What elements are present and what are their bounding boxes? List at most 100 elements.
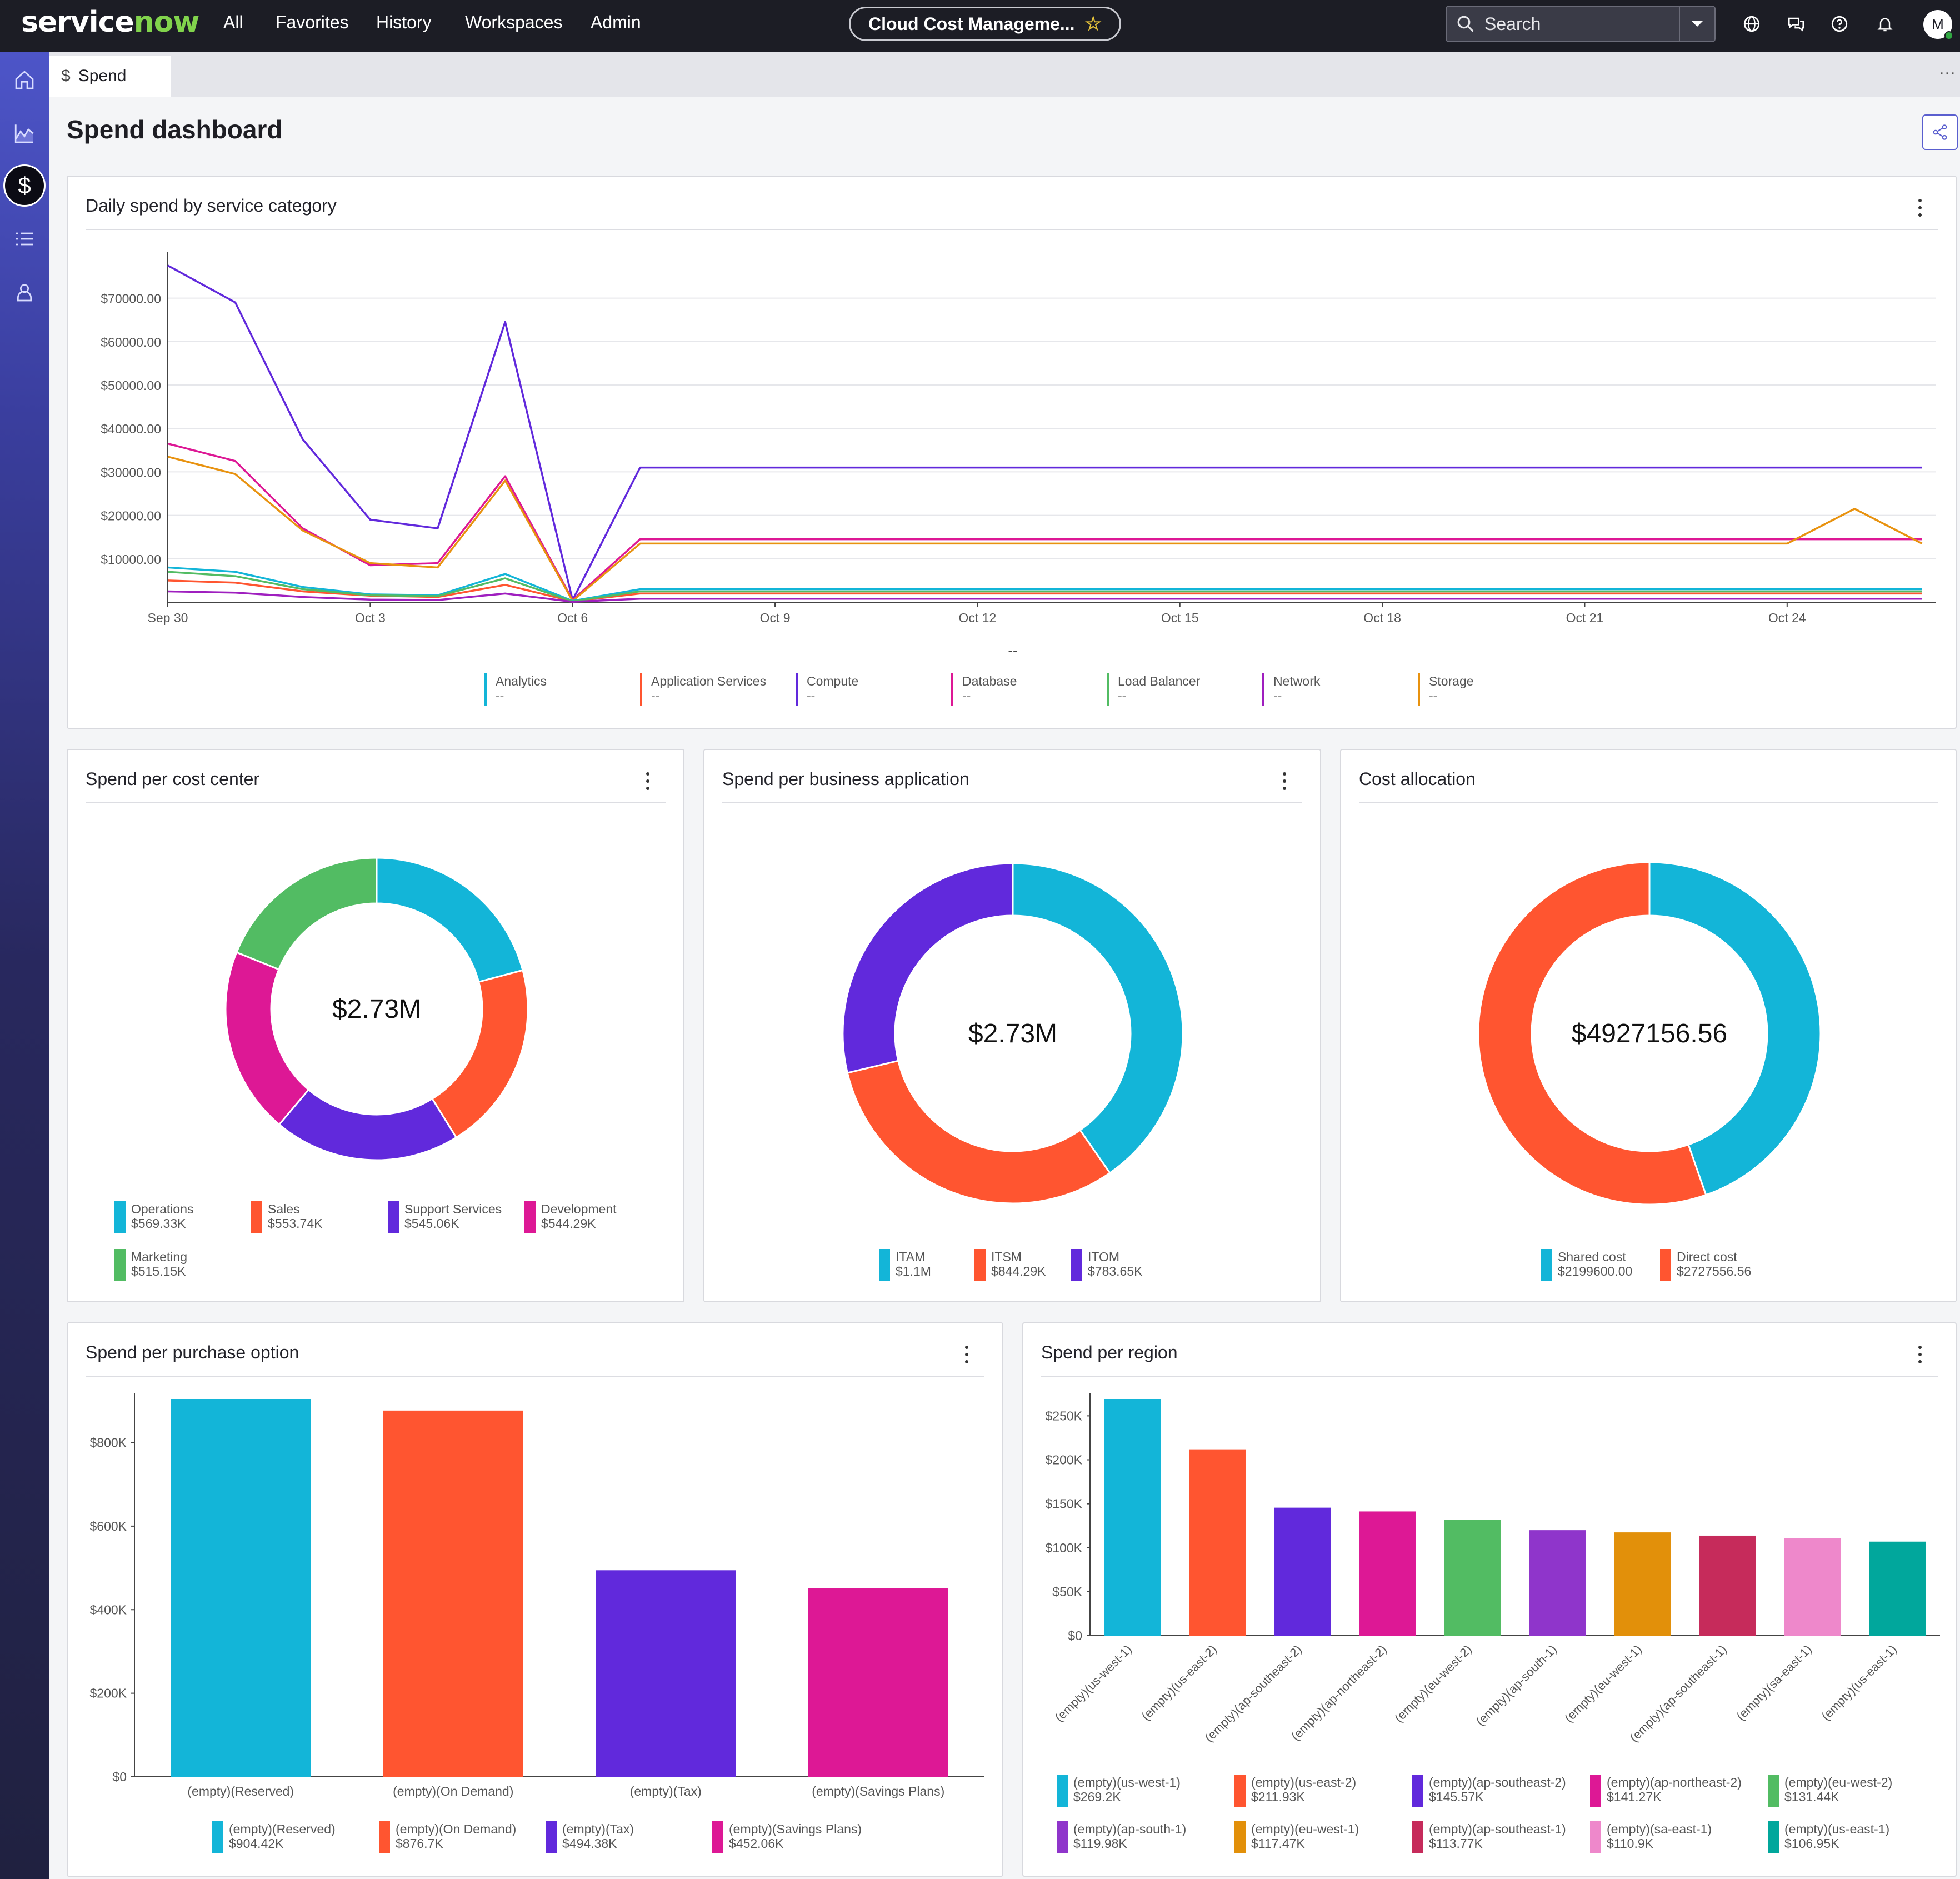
legend-label: (empty)(ap-northeast-2) (1607, 1775, 1742, 1790)
legend-value: $110.9K (1607, 1836, 1654, 1851)
x-tick-label: (empty)(sa-east-1) (1733, 1642, 1814, 1723)
legend-label: (empty)(sa-east-1) (1607, 1822, 1712, 1836)
x-tick-label: (empty)(eu-west-1) (1562, 1642, 1644, 1725)
x-tick-label: Oct 21 (1566, 611, 1604, 625)
legend-swatch (1590, 1821, 1601, 1853)
servicenow-logo[interactable]: servicenow (21, 6, 199, 39)
legend-swatch (388, 1201, 399, 1233)
card-title: Spend per purchase option (86, 1342, 299, 1362)
star-icon[interactable]: ☆ (1084, 13, 1102, 34)
legend-swatch (712, 1821, 723, 1853)
legend-swatch (251, 1201, 262, 1233)
list-icon[interactable] (8, 222, 41, 256)
legend-label: (empty)(Tax) (562, 1822, 634, 1836)
bar (1614, 1532, 1671, 1636)
dollar-icon: $ (61, 67, 71, 85)
kebab-menu-icon[interactable] (1913, 197, 1927, 219)
legend-value: $119.98K (1073, 1836, 1127, 1851)
kebab-menu-icon[interactable] (1913, 1343, 1927, 1366)
share-button[interactable] (1922, 114, 1958, 150)
top-navigation-bar: servicenow All Favorites History Workspa… (0, 0, 1960, 52)
donut-slice-development (224, 951, 310, 1126)
x-tick-label: (empty)(ap-south-1) (1473, 1642, 1559, 1728)
daily-spend-line-chart: $10000.00 $20000.00 $30000.00 $40000.00 $500… (101, 252, 1936, 706)
legend-value: -- (496, 688, 504, 703)
legend-value: -- (1429, 688, 1437, 703)
card-title: Cost allocation (1359, 769, 1476, 789)
global-search[interactable]: Search (1446, 6, 1716, 42)
divider (1041, 1376, 1938, 1377)
legend-label: (empty)(us-west-1) (1073, 1775, 1181, 1790)
home-icon[interactable] (8, 63, 41, 97)
y-tick-label: $60000.00 (101, 335, 161, 349)
tab-bar (49, 52, 1960, 97)
purchase-option-bar-chart: $0 $200K $400K $600K $800K (empty)(Reserved) (… (89, 1393, 984, 1853)
legend-value: $545.06K (404, 1216, 459, 1231)
legend-label: (empty)(eu-west-2) (1784, 1775, 1892, 1790)
legend-swatch (1057, 1821, 1068, 1853)
business-application-donut-chart: $2.73M ITAM$1.1M ITSM$844.29K ITOM$783.65K (842, 862, 1184, 1281)
legend-label: (empty)(Reserved) (229, 1822, 336, 1836)
nav-all[interactable]: All (223, 12, 243, 32)
legend-swatch (1768, 1775, 1779, 1807)
legend-value: $452.06K (729, 1836, 784, 1851)
presence-status-icon (1944, 31, 1953, 40)
donut-center-total: $2.73M (332, 995, 421, 1024)
series-line-database (167, 442, 1922, 601)
bell-icon[interactable] (1873, 12, 1897, 36)
kebab-menu-icon[interactable] (641, 770, 654, 792)
donut-slice-itam (1012, 862, 1184, 1175)
y-tick-label: $50000.00 (101, 378, 161, 393)
search-scope-dropdown[interactable] (1679, 7, 1714, 41)
y-tick-label: $70000.00 (101, 292, 161, 306)
analytics-icon[interactable] (8, 117, 41, 150)
legend-value: $2199600.00 (1558, 1264, 1632, 1278)
nav-admin[interactable]: Admin (591, 12, 641, 32)
x-tick-label: Oct 3 (355, 611, 386, 625)
x-tick-label: (empty)(Savings Plans) (812, 1784, 944, 1798)
legend-label: Shared cost (1558, 1250, 1626, 1264)
divider (86, 229, 1938, 230)
legend-swatch (114, 1249, 126, 1281)
legend-value: $131.44K (1784, 1790, 1839, 1804)
nav-favorites[interactable]: Favorites (276, 12, 349, 32)
donut-center-total: $4927156.56 (1572, 1019, 1727, 1048)
legend-label: Marketing (131, 1250, 187, 1264)
purchase-option-card: Spend per purchase option $0 $200K $400K $6… (67, 1322, 1003, 1877)
legend-label: Operations (131, 1202, 194, 1216)
legend-swatch (1541, 1249, 1552, 1281)
legend-value: $1.1M (896, 1264, 931, 1278)
kebab-menu-icon[interactable] (1278, 770, 1291, 792)
y-tick-label: $600K (89, 1519, 127, 1533)
legend-label: Storage (1429, 674, 1474, 688)
y-tick-label: $0 (1068, 1628, 1082, 1643)
tab-spend[interactable]: $ Spend (49, 56, 171, 97)
bar (596, 1570, 736, 1777)
x-tick-label: (empty)(us-west-1) (1052, 1642, 1134, 1725)
y-tick-label: $200K (89, 1686, 127, 1701)
x-tick-label: (empty)(eu-west-2) (1392, 1642, 1474, 1725)
bar (171, 1399, 311, 1777)
help-icon[interactable] (1828, 12, 1851, 36)
more-options-icon[interactable]: ··· (1939, 63, 1956, 82)
x-tick-label: Oct 18 (1363, 611, 1401, 625)
legend-value: $211.93K (1251, 1790, 1305, 1804)
legend-label: Application Services (651, 674, 766, 688)
spend-dollar-icon[interactable]: $ (3, 164, 46, 207)
x-tick-label: Oct 12 (959, 611, 997, 625)
legend-value: $494.38K (562, 1836, 617, 1851)
page-title: Spend dashboard (67, 115, 283, 144)
chevron-down-icon (1692, 21, 1703, 27)
legend-swatch (212, 1821, 223, 1853)
kebab-menu-icon[interactable] (960, 1343, 973, 1366)
nav-workspaces[interactable]: Workspaces (465, 12, 563, 32)
user-icon[interactable] (8, 276, 41, 309)
legend-value: $783.65K (1088, 1264, 1143, 1278)
globe-icon[interactable] (1740, 12, 1763, 36)
nav-history[interactable]: History (376, 12, 432, 32)
app-title-pill[interactable]: Cloud Cost Manageme... ☆ (849, 7, 1121, 41)
chat-icon[interactable] (1784, 12, 1808, 36)
y-tick-label: $30000.00 (101, 465, 161, 479)
legend-swatch (796, 673, 798, 706)
legend-label: ITOM (1088, 1250, 1119, 1264)
